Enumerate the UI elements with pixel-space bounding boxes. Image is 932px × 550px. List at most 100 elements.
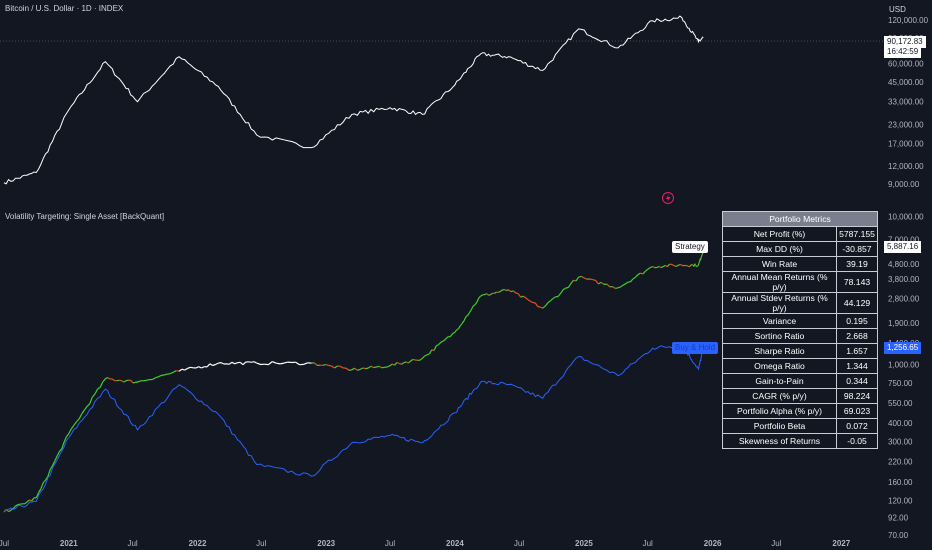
strategy-segment: [681, 264, 684, 267]
strategy-segment: [686, 264, 689, 267]
strategy-segment: [506, 289, 509, 292]
strategy-segment: [195, 366, 199, 369]
metric-label: Variance: [722, 313, 837, 329]
strategy-segment: [59, 448, 63, 452]
indicator-axis-tick: 2,800.00: [888, 294, 920, 303]
buyhold-equity-series: [3, 344, 704, 513]
strategy-segment: [490, 292, 493, 296]
strategy-segment: [322, 364, 326, 366]
strategy-segment: [123, 380, 127, 383]
strategy-segment: [248, 361, 252, 363]
strategy-segment: [589, 278, 593, 281]
strategy-segment: [544, 302, 549, 307]
strategy-segment: [49, 465, 54, 470]
strategy-segment: [378, 365, 383, 369]
strategy-segment: [376, 365, 380, 368]
time-axis-tick: Jul: [0, 539, 9, 548]
time-axis[interactable]: Jul 2021 Jul 2022 Jul 2023 Jul 2024 Jul 2025 Jul 20…: [0, 539, 851, 548]
strategy-segment: [256, 362, 261, 366]
strategy-segment: [164, 373, 168, 376]
strategy-segment: [12, 505, 16, 509]
strategy-segment: [517, 293, 522, 298]
strategy-segment: [169, 371, 174, 375]
time-axis-tick: 2023: [317, 539, 335, 548]
metric-label: Annual Mean Returns (% p/y): [722, 271, 837, 293]
strategy-segment: [220, 362, 225, 365]
strategy-segment: [525, 297, 529, 301]
metrics-row: Max DD (%) -30.857: [722, 241, 878, 257]
strategy-segment: [449, 333, 454, 338]
indicator-axis[interactable]: 10,000.00 7,000.00 4,800.00 3,800.00 2,800.0…: [888, 213, 924, 540]
strategy-segment: [24, 501, 28, 505]
strategy-segment: [295, 361, 300, 366]
strategy-segment: [463, 316, 467, 322]
strategy-segment: [410, 358, 414, 362]
metric-label: Max DD (%): [722, 241, 837, 257]
strategy-segment: [105, 377, 108, 380]
strategy-segment: [532, 301, 536, 304]
metric-value: -0.05: [836, 433, 878, 449]
price-axis-tick: 23,000.00: [888, 121, 924, 130]
indicator-axis-tick: 300.00: [888, 438, 913, 447]
indicator-axis-tick: 220.00: [888, 458, 913, 467]
strategy-segment: [42, 479, 47, 484]
metric-value: 44.129: [836, 292, 878, 314]
strategy-segment: [354, 367, 358, 371]
price-axis-tick: 60,000.00: [888, 60, 924, 69]
strategy-segment: [652, 265, 656, 269]
lightning-icon[interactable]: [662, 192, 674, 204]
strategy-segment: [500, 289, 503, 292]
strategy-segment: [565, 286, 569, 289]
strategy-segment: [527, 299, 531, 302]
strategy-segment: [547, 300, 551, 304]
strategy-segment: [107, 377, 111, 380]
metrics-row: Sharpe Ratio 1.657: [722, 343, 878, 359]
metrics-row: Gain-to-Pain 0.344: [722, 373, 878, 389]
strategy-segment: [370, 365, 374, 369]
price-axis-tick: 33,000.00: [888, 98, 924, 107]
strategy-segment: [445, 336, 449, 340]
strategy-segment: [396, 361, 400, 365]
strategy-segment: [649, 265, 653, 269]
metric-label: CAGR (% p/y): [722, 388, 837, 404]
strategy-segment: [557, 292, 562, 297]
strategy-segment: [584, 277, 588, 280]
strategy-segment: [403, 361, 407, 364]
metric-label: Omega Ratio: [722, 358, 837, 374]
strategy-segment: [617, 286, 621, 289]
strategy-segment: [209, 363, 214, 367]
metric-label: Gain-to-Pain: [722, 373, 837, 389]
strategy-segment: [45, 476, 49, 481]
strategy-segment: [367, 365, 372, 369]
buyhold-value-tag: 1,256.65: [884, 342, 922, 354]
strategy-segment: [76, 418, 80, 423]
strategy-segment: [615, 287, 619, 289]
strategy-segment: [520, 295, 524, 298]
strategy-segment: [644, 268, 649, 272]
strategy-label: Strategy: [672, 241, 708, 253]
strategy-segment: [283, 361, 289, 364]
strategy-segment: [201, 366, 205, 369]
strategy-segment: [181, 368, 185, 371]
strategy-segment: [228, 361, 233, 365]
strategy-segment: [328, 364, 332, 367]
strategy-segment: [239, 361, 244, 366]
strategy-segment: [419, 357, 423, 361]
strategy-segment: [176, 370, 180, 372]
strategy-segment: [84, 406, 88, 411]
indicator-axis-tick: 120.00: [888, 496, 913, 505]
strategy-segment: [405, 361, 409, 364]
strategy-segment: [592, 279, 596, 281]
strategy-segment: [467, 312, 471, 316]
strategy-segment: [198, 366, 202, 369]
strategy-segment: [65, 433, 70, 438]
strategy-segment: [436, 344, 439, 347]
strategy-segment: [452, 331, 456, 335]
indicator-axis-tick: 4,800.00: [888, 260, 920, 269]
currency-label[interactable]: USD: [889, 5, 906, 14]
strategy-segment: [562, 287, 567, 291]
strategy-segment: [679, 264, 683, 266]
strategy-segment: [47, 469, 51, 477]
indicator-title[interactable]: Volatility Targeting: Single Asset [Back…: [5, 212, 165, 221]
